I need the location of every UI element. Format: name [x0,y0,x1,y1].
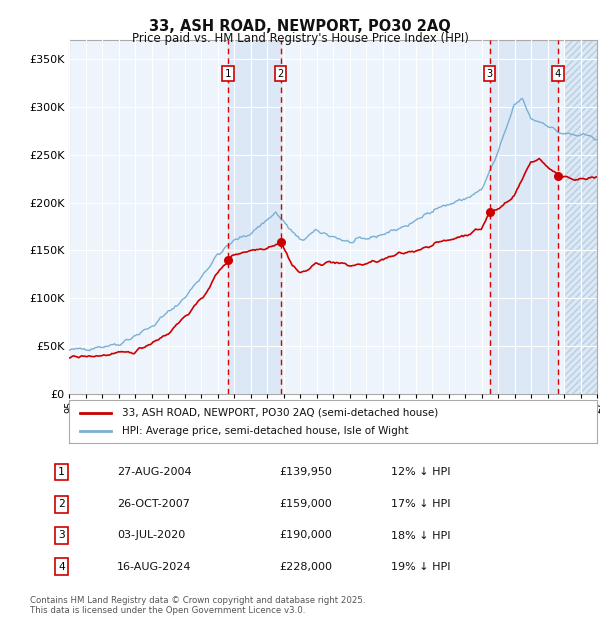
Text: 1: 1 [58,467,65,477]
Text: 2: 2 [58,499,65,510]
Text: 17% ↓ HPI: 17% ↓ HPI [391,499,450,510]
Bar [490,40,558,394]
Text: £139,950: £139,950 [279,467,332,477]
Text: 4: 4 [555,69,561,79]
Text: 1: 1 [225,69,232,79]
Text: £190,000: £190,000 [279,531,332,541]
Text: 27-AUG-2004: 27-AUG-2004 [117,467,192,477]
Bar [564,40,597,394]
Text: Price paid vs. HM Land Registry's House Price Index (HPI): Price paid vs. HM Land Registry's House … [131,32,469,45]
Text: 33, ASH ROAD, NEWPORT, PO30 2AQ: 33, ASH ROAD, NEWPORT, PO30 2AQ [149,19,451,33]
Text: 3: 3 [487,69,493,79]
Text: 03-JUL-2020: 03-JUL-2020 [117,531,185,541]
Text: 19% ↓ HPI: 19% ↓ HPI [391,562,450,572]
Text: 4: 4 [58,562,65,572]
Bar [564,40,597,394]
Text: HPI: Average price, semi-detached house, Isle of Wight: HPI: Average price, semi-detached house,… [122,426,409,436]
Text: Contains HM Land Registry data © Crown copyright and database right 2025.
This d: Contains HM Land Registry data © Crown c… [30,596,365,615]
Text: 12% ↓ HPI: 12% ↓ HPI [391,467,450,477]
Text: 16-AUG-2024: 16-AUG-2024 [117,562,191,572]
Text: 3: 3 [58,531,65,541]
Text: 26-OCT-2007: 26-OCT-2007 [117,499,190,510]
Text: 2: 2 [277,69,284,79]
Text: 18% ↓ HPI: 18% ↓ HPI [391,531,450,541]
Text: £228,000: £228,000 [279,562,332,572]
Bar [228,40,281,394]
Text: 33, ASH ROAD, NEWPORT, PO30 2AQ (semi-detached house): 33, ASH ROAD, NEWPORT, PO30 2AQ (semi-de… [122,408,438,418]
Text: £159,000: £159,000 [279,499,332,510]
